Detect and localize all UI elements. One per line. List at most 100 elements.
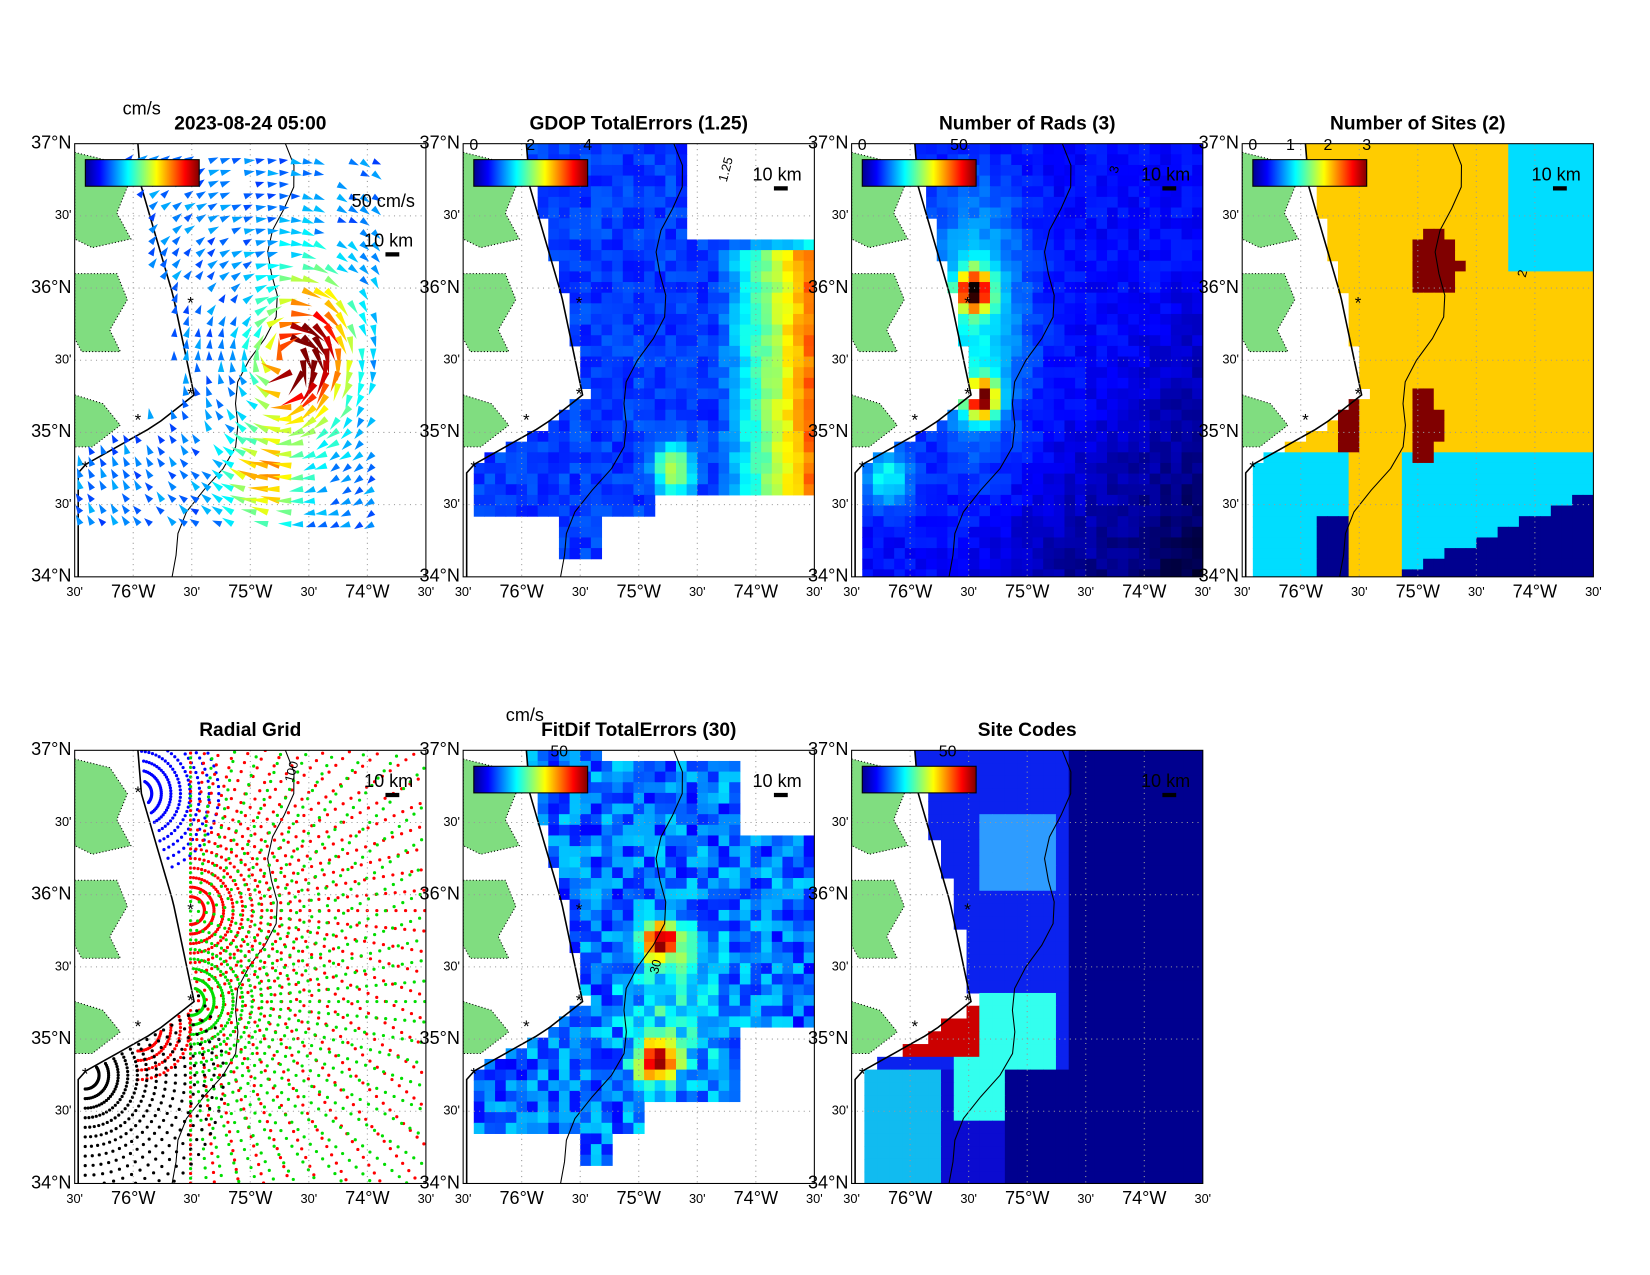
field-cell [622, 420, 634, 432]
radial-grid-point [355, 894, 359, 898]
field-cell [1582, 335, 1594, 347]
field-cell [958, 303, 970, 315]
field-cell [1486, 484, 1499, 496]
field-cell [644, 409, 656, 421]
field-cell [947, 239, 959, 251]
field-cell [1096, 324, 1108, 336]
contour-label: 3 [1106, 164, 1122, 175]
field-cell [495, 484, 507, 496]
field-cell [1096, 260, 1108, 272]
radial-grid-point [221, 908, 226, 913]
field-cell [1160, 196, 1172, 209]
radial-grid-point [218, 951, 223, 955]
field-cell [979, 484, 991, 496]
field-cell [654, 462, 666, 475]
field-cell [761, 356, 773, 368]
current-vector [207, 226, 220, 235]
radial-grid-point [206, 832, 210, 836]
field-cell [580, 292, 592, 304]
current-vector [160, 201, 172, 211]
current-vector [219, 192, 231, 200]
radial-grid-point [341, 756, 345, 761]
radial-grid-point [415, 1135, 419, 1139]
radial-grid-point [234, 987, 238, 991]
field-cell [590, 494, 603, 507]
radial-grid-point [302, 1004, 306, 1008]
current-vector [316, 370, 330, 396]
field-cell [1075, 441, 1087, 453]
radial-grid-point [257, 1162, 261, 1167]
field-cell [644, 196, 656, 209]
field-cell [1486, 154, 1499, 166]
radial-grid-point [346, 908, 350, 913]
current-vector [87, 515, 96, 526]
radial-grid-point [202, 970, 207, 974]
lon-label: 30' [1194, 584, 1211, 599]
field-cell [1117, 494, 1129, 507]
radial-grid-point [159, 768, 163, 772]
field-cell [1497, 260, 1509, 272]
radial-grid-point [239, 959, 243, 963]
field-cell [1316, 558, 1328, 570]
field-cell [1032, 558, 1044, 570]
field-cell [1096, 218, 1108, 230]
radial-grid-point [317, 835, 321, 839]
field-cell [1170, 367, 1183, 379]
field-cell [1550, 313, 1563, 326]
field-cell [1401, 367, 1414, 379]
field-cell [1476, 164, 1488, 177]
field-cell [1075, 228, 1087, 240]
current-vector [183, 190, 194, 199]
current-vector [325, 439, 340, 449]
field-cell [729, 367, 741, 379]
field-cell [569, 260, 581, 272]
radial-grid-point [216, 927, 220, 932]
field-cell [1170, 452, 1183, 464]
lat-label: 34°N [808, 566, 848, 586]
radial-grid-point [198, 857, 202, 861]
field-cell [1107, 207, 1119, 219]
current-vector [156, 491, 166, 503]
field-cell [1075, 569, 1087, 577]
radial-grid-point [217, 983, 221, 987]
field-cell [729, 377, 741, 389]
field-cell [1561, 313, 1573, 326]
field-cell [782, 356, 794, 368]
field-cell [729, 239, 741, 251]
field-cell [1085, 484, 1097, 496]
current-vector [370, 371, 377, 384]
radial-grid-point [235, 842, 239, 846]
field-cell [1359, 473, 1371, 485]
field-cell [1053, 516, 1065, 528]
field-cell [569, 494, 581, 507]
field-cell [1455, 441, 1467, 453]
field-cell [1181, 218, 1193, 230]
radial-grid-point [350, 1140, 354, 1144]
radial-grid-point [276, 932, 280, 936]
field-cell [580, 303, 592, 315]
field-cell [771, 452, 783, 464]
radial-grid-point [176, 758, 180, 762]
radial-grid-point [231, 996, 235, 1000]
field-cell [1465, 409, 1477, 421]
radial-grid-point [225, 978, 230, 982]
field-cell [793, 367, 805, 379]
field-cell [1021, 569, 1034, 577]
radial-grid-point [262, 780, 267, 785]
field-cell [729, 356, 741, 368]
field-cell [654, 324, 666, 336]
radial-grid-point [227, 826, 231, 831]
field-cell [1096, 494, 1108, 507]
radial-grid-point [162, 837, 166, 841]
field-cell [894, 484, 906, 496]
field-cell [590, 324, 603, 336]
current-vector [228, 467, 247, 481]
field-cell [676, 196, 688, 209]
field-cell [1348, 335, 1360, 347]
field-cell [1160, 431, 1172, 443]
radial-grid-point [391, 835, 395, 839]
field-cell [1348, 431, 1360, 443]
field-cell [1096, 409, 1108, 421]
field-cell [644, 303, 656, 315]
radial-grid-point [397, 1084, 401, 1088]
